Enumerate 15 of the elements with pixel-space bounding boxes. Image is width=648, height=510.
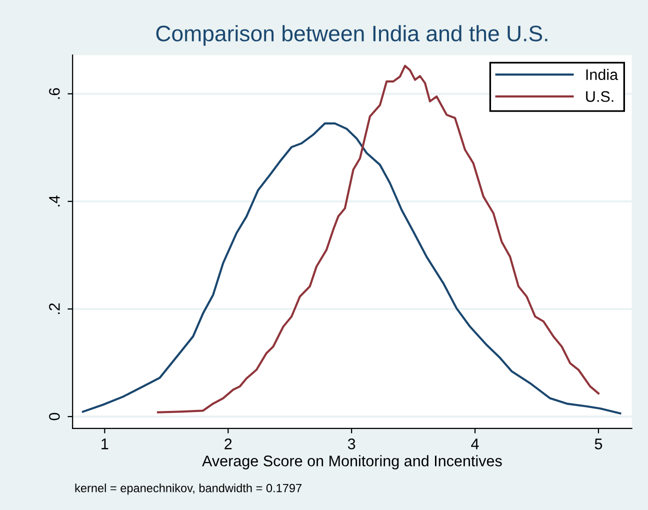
x-tick-label: 5 <box>594 438 602 450</box>
text: kernel = epanechnikov, bandwidth = 0.1797 <box>75 484 302 495</box>
x-tick-label: 2 <box>224 438 232 450</box>
line-series <box>82 122 622 414</box>
x-tick-label: 1 <box>102 438 108 450</box>
y-tick-label: .2 <box>49 303 60 314</box>
legend-label: India <box>586 68 618 80</box>
chart-title: Comparison between India and the U.S. <box>156 25 548 46</box>
legend-label: U.S. <box>586 91 614 102</box>
x-tick-label: 3 <box>348 438 356 450</box>
x-axis-title: Average Score on Monitoring and Incentives <box>202 455 502 470</box>
x-tick-label: 4 <box>471 438 479 450</box>
y-tick-label: .4 <box>49 195 60 206</box>
y-tick-label: .6 <box>49 88 60 99</box>
y-tick-label: 0 <box>49 412 60 420</box>
